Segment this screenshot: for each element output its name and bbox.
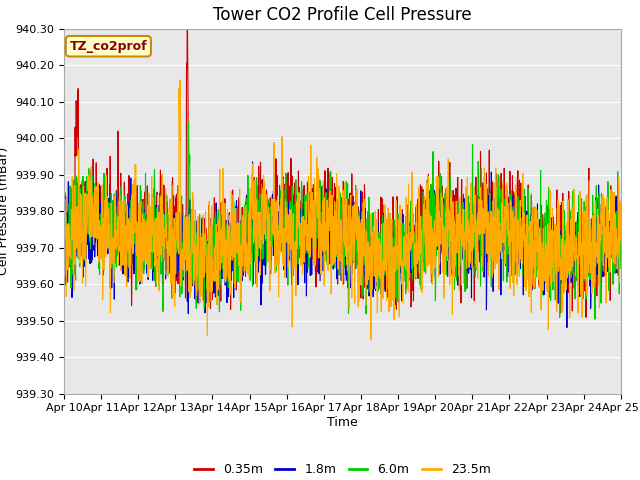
Legend: 0.35m, 1.8m, 6.0m, 23.5m: 0.35m, 1.8m, 6.0m, 23.5m <box>189 458 495 480</box>
Text: TZ_co2prof: TZ_co2prof <box>70 40 147 53</box>
Y-axis label: Cell Pressure (mBar): Cell Pressure (mBar) <box>0 147 10 276</box>
X-axis label: Time: Time <box>327 416 358 429</box>
Title: Tower CO2 Profile Cell Pressure: Tower CO2 Profile Cell Pressure <box>213 6 472 24</box>
